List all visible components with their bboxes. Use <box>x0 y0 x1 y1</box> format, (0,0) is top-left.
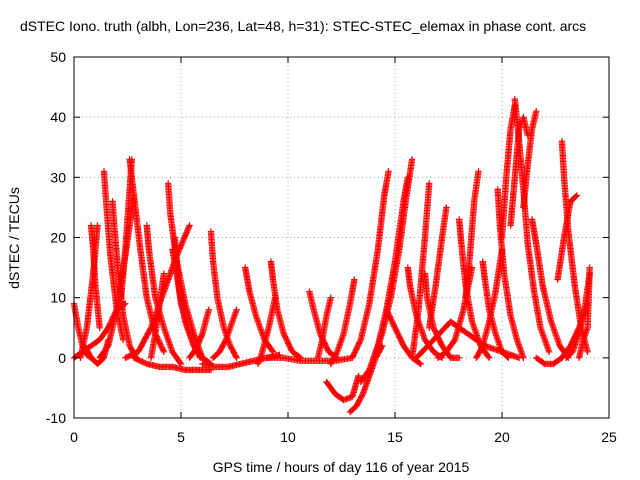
y-axis: -10 0 10 20 30 40 50 <box>46 49 609 426</box>
series-markers <box>327 276 358 368</box>
series-markers <box>109 198 140 361</box>
series-markers <box>263 354 356 364</box>
series-markers <box>462 168 482 301</box>
y-tick-label: 30 <box>50 169 66 185</box>
series-14 <box>130 354 215 374</box>
chart-title: dSTEC Iono. truth (albh, Lon=236, Lat=48… <box>20 18 586 34</box>
series-markers <box>242 264 277 355</box>
series-markers <box>209 306 240 361</box>
series-markers <box>130 354 215 374</box>
series-markers <box>528 216 572 361</box>
series-24 <box>263 354 356 364</box>
series-43 <box>479 258 512 361</box>
series-27 <box>327 276 358 368</box>
series-52 <box>554 192 581 283</box>
series-markers <box>323 372 362 404</box>
y-tick-label: 20 <box>50 230 66 246</box>
series-26 <box>314 294 334 361</box>
y-tick-label: 50 <box>50 49 66 65</box>
series-12 <box>147 270 168 361</box>
y-tick-label: -10 <box>46 410 66 426</box>
series-28 <box>323 372 362 404</box>
series-45 <box>498 101 518 241</box>
series-48 <box>520 108 540 211</box>
series-markers <box>498 101 518 241</box>
x-axis: 0 5 10 15 20 25 <box>70 57 617 445</box>
series-markers <box>87 222 103 331</box>
series-markers <box>520 108 540 211</box>
series-markers <box>349 168 392 361</box>
x-axis-label: GPS time / hours of day 116 of year 2015 <box>213 459 470 475</box>
series-7 <box>109 198 140 361</box>
series-35 <box>408 180 433 361</box>
series-markers <box>267 258 304 361</box>
x-tick-label: 5 <box>177 429 185 445</box>
series-19 <box>209 306 240 361</box>
x-tick-label: 20 <box>494 429 510 445</box>
y-tick-label: 10 <box>50 290 66 306</box>
series-54 <box>575 264 593 361</box>
series-markers <box>507 114 531 229</box>
series-markers <box>147 270 168 361</box>
series-30 <box>349 168 392 361</box>
series-markers <box>575 264 593 361</box>
y-axis-label: dSTEC / TECUs <box>6 187 22 289</box>
data-points <box>70 95 593 416</box>
series-markers <box>554 192 581 283</box>
x-tick-label: 10 <box>280 429 296 445</box>
series-21 <box>242 264 277 355</box>
x-tick-label: 25 <box>601 429 617 445</box>
series-49 <box>528 216 572 361</box>
series-markers <box>408 180 433 361</box>
series-41 <box>462 168 482 301</box>
series-37 <box>426 204 450 331</box>
series-3 <box>87 222 103 331</box>
y-tick-label: 40 <box>50 109 66 125</box>
x-tick-label: 15 <box>387 429 403 445</box>
series-markers <box>314 294 334 361</box>
x-tick-label: 0 <box>70 429 78 445</box>
series-23 <box>267 258 304 361</box>
series-47 <box>507 114 531 229</box>
series-markers <box>186 306 212 361</box>
series-17 <box>186 306 212 361</box>
series-markers <box>479 258 512 361</box>
y-tick-label: 0 <box>58 350 66 366</box>
series-markers <box>426 204 450 331</box>
